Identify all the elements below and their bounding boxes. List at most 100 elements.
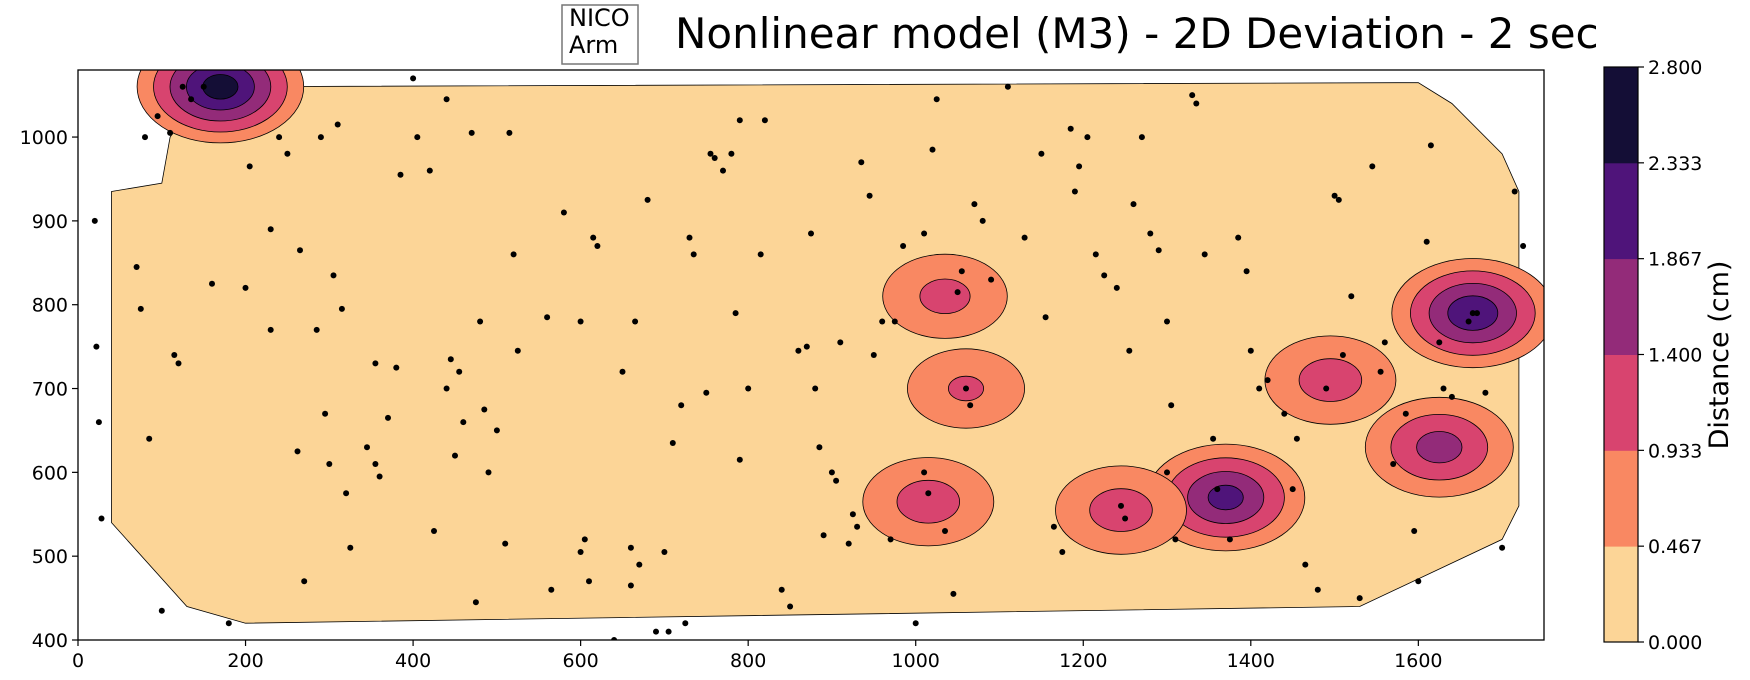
sample-point [1147, 230, 1154, 237]
sample-point [477, 318, 484, 325]
sample-point [1339, 352, 1346, 358]
sample-point [1289, 486, 1296, 493]
sample-point [1126, 347, 1133, 354]
sample-point [690, 251, 697, 258]
sample-point [1448, 393, 1455, 400]
sample-point [544, 314, 551, 321]
sample-point [627, 544, 634, 551]
sample-point [682, 620, 689, 627]
sample-point [154, 113, 161, 120]
sample-point [1402, 410, 1409, 417]
sample-point [636, 561, 643, 568]
colorbar-label: Distance (cm) [1704, 261, 1735, 450]
chart-title: Nonlinear model (M3) - 2D Deviation - 2 … [675, 9, 1599, 58]
sample-point [1042, 314, 1049, 321]
colorbar-tick-label: 2.800 [1648, 57, 1702, 79]
sample-point [502, 540, 509, 547]
colorbar-segment [1604, 162, 1638, 260]
y-tick-label: 900 [32, 211, 68, 233]
sample-point [276, 134, 283, 141]
sample-point [188, 96, 195, 103]
sample-point [372, 461, 379, 467]
sample-point [397, 171, 404, 178]
sample-point [1465, 318, 1472, 325]
sample-point [452, 452, 458, 459]
y-tick-label: 800 [32, 295, 68, 317]
colorbar-tick-label: 0.933 [1648, 440, 1702, 462]
sample-point [1201, 251, 1208, 258]
sample-point [242, 284, 249, 291]
sample-point [1235, 234, 1242, 241]
sample-point [93, 343, 100, 350]
sample-point [1189, 92, 1196, 99]
sample-point [167, 129, 174, 136]
sample-point [933, 96, 940, 103]
sample-point [1256, 385, 1263, 392]
y-axis: 400 500 600 700 800 900 1000 [20, 127, 78, 652]
sample-point [590, 234, 597, 241]
sample-point [137, 305, 144, 312]
sample-point [1193, 100, 1200, 107]
sample-point [644, 196, 651, 203]
contour-band-4-hotspot-1 [1207, 484, 1244, 511]
x-tick-label: 1400 [1227, 650, 1275, 672]
sample-point [1155, 247, 1162, 254]
sample-point [577, 318, 584, 325]
sample-point [950, 590, 957, 597]
sample-point [322, 410, 329, 417]
colorbar-tick-label: 0.000 [1648, 632, 1702, 654]
sample-point [200, 83, 207, 90]
sample-point [711, 155, 718, 161]
sample-point [1172, 536, 1179, 543]
sample-point [158, 607, 165, 614]
sample-point [929, 146, 936, 153]
contour-band-3-hotspot-3 [1416, 431, 1463, 464]
sample-point [707, 150, 714, 157]
sample-point [1038, 150, 1045, 157]
sample-point [703, 389, 710, 396]
x-axis: 0 200 400 600 800 1000 1200 1400 1600 [72, 640, 1443, 672]
sample-point [665, 628, 672, 635]
sample-point [175, 360, 182, 367]
sample-point [820, 532, 827, 539]
sample-point [510, 251, 517, 258]
contour-band-5-hotspot-2 [202, 74, 239, 100]
colorbar-segment [1604, 67, 1638, 164]
sample-point [1348, 293, 1355, 300]
sample-point [1122, 515, 1129, 522]
sample-point [808, 230, 814, 237]
x-tick-label: 1000 [892, 650, 940, 672]
sample-point [812, 385, 819, 392]
sample-point [179, 83, 186, 90]
sample-point [468, 129, 475, 136]
sample-point [828, 469, 835, 476]
sample-point [393, 364, 400, 371]
sample-point [246, 163, 253, 170]
sample-point [879, 318, 886, 325]
sample-point [1323, 385, 1330, 392]
sample-point [925, 490, 932, 497]
colorbar-tick-label: 2.333 [1648, 153, 1702, 175]
colorbar-tick-label: 1.400 [1648, 345, 1702, 367]
sample-point [942, 528, 948, 534]
colorbar-segment [1604, 354, 1638, 451]
sample-point [1084, 134, 1091, 141]
sample-point [1520, 243, 1527, 249]
sample-point [1168, 402, 1175, 409]
sample-point [887, 536, 894, 543]
sample-point [720, 167, 726, 174]
sample-point [1071, 188, 1078, 195]
sample-point [98, 515, 105, 522]
sample-point [1314, 586, 1321, 593]
sample-point [1164, 318, 1170, 325]
sample-point [870, 352, 877, 358]
sample-point [979, 217, 986, 224]
sample-point [460, 419, 467, 426]
sample-point [1427, 142, 1434, 149]
sample-point [849, 511, 856, 518]
sample-point [912, 620, 919, 627]
colorbar-segment [1604, 546, 1638, 643]
sample-point [795, 347, 802, 354]
sample-point [171, 352, 178, 358]
sample-point [745, 385, 752, 392]
